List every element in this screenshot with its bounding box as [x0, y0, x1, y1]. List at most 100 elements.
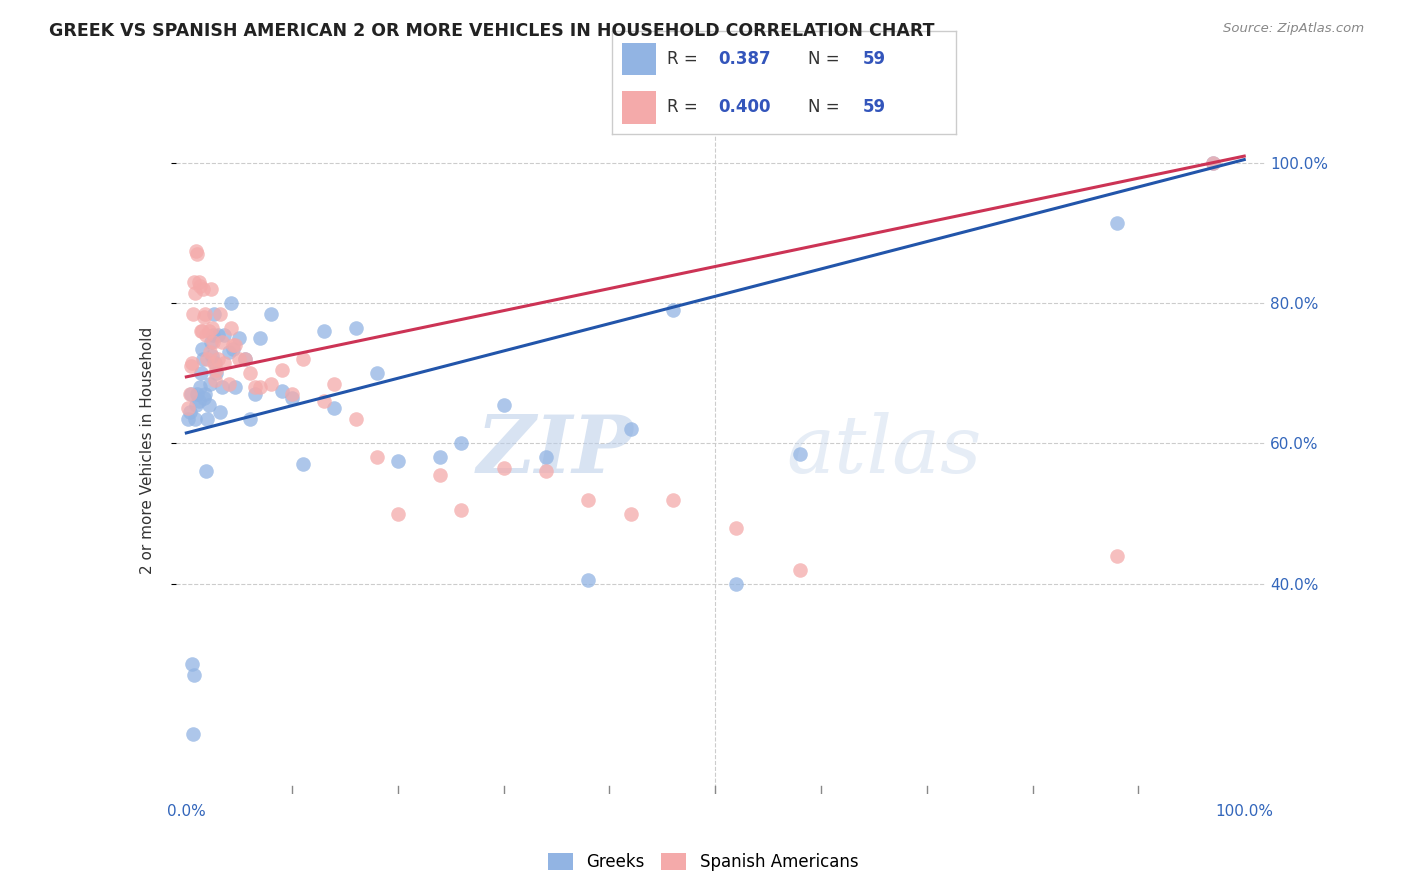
Point: [1201, 156, 1223, 170]
Point: [224, 380, 246, 394]
Point: [193, 282, 215, 296]
Point: [243, 387, 266, 401]
Point: [181, 727, 204, 741]
Point: [204, 356, 226, 370]
Point: [201, 349, 224, 363]
Point: [188, 394, 211, 409]
Point: [387, 454, 409, 468]
Point: [291, 458, 314, 472]
Text: R =: R =: [666, 98, 703, 116]
Point: [270, 363, 292, 377]
Bar: [621, 43, 657, 75]
Point: [179, 405, 201, 419]
Y-axis label: 2 or more Vehicles in Household: 2 or more Vehicles in Household: [141, 326, 155, 574]
Point: [184, 398, 207, 412]
Point: [197, 398, 219, 412]
Point: [534, 450, 557, 465]
Point: [186, 247, 208, 261]
Point: [662, 303, 685, 318]
Point: [725, 520, 748, 534]
Point: [177, 412, 200, 426]
Point: [197, 324, 219, 338]
Point: [201, 327, 224, 342]
Point: [188, 278, 211, 293]
Point: [492, 398, 515, 412]
Point: [193, 310, 215, 325]
Point: [239, 412, 262, 426]
Point: [323, 376, 346, 391]
Point: [789, 447, 811, 461]
Point: [260, 307, 283, 321]
Point: [180, 387, 202, 401]
Point: [214, 327, 236, 342]
Point: [429, 450, 451, 465]
Point: [205, 367, 228, 381]
Point: [191, 324, 214, 338]
Point: [228, 331, 250, 345]
Point: [1107, 216, 1129, 230]
Point: [204, 373, 226, 387]
Point: [576, 492, 599, 507]
Point: [180, 356, 202, 370]
Point: [183, 667, 205, 681]
Point: [228, 352, 250, 367]
Point: [201, 321, 224, 335]
Text: 59: 59: [863, 98, 886, 116]
Point: [249, 331, 271, 345]
Point: [183, 275, 205, 289]
Point: [218, 345, 240, 359]
Point: [191, 342, 214, 356]
Point: [219, 296, 242, 310]
Point: [198, 376, 221, 391]
Point: [180, 359, 202, 374]
Point: [312, 394, 335, 409]
Point: [207, 327, 229, 342]
Point: [181, 307, 204, 321]
Text: R =: R =: [666, 50, 703, 68]
Point: [209, 307, 232, 321]
Point: [190, 324, 212, 338]
Point: [620, 507, 643, 521]
Point: [260, 376, 283, 391]
Text: Source: ZipAtlas.com: Source: ZipAtlas.com: [1223, 22, 1364, 36]
Point: [211, 380, 233, 394]
Point: [387, 507, 409, 521]
Point: [211, 334, 233, 349]
Point: [197, 412, 219, 426]
Point: [205, 363, 228, 377]
Point: [180, 657, 202, 672]
Point: [291, 352, 314, 367]
Point: [534, 465, 557, 479]
Point: [184, 412, 207, 426]
Point: [200, 282, 222, 296]
Legend: Greeks, Spanish Americans: Greeks, Spanish Americans: [540, 845, 866, 880]
Point: [179, 387, 201, 401]
Point: [202, 307, 225, 321]
Point: [184, 244, 207, 258]
Point: [366, 450, 388, 465]
Bar: [621, 91, 657, 124]
Text: 0.400: 0.400: [718, 98, 770, 116]
Point: [492, 461, 515, 475]
Text: atlas: atlas: [786, 412, 981, 489]
Text: 0.387: 0.387: [718, 50, 770, 68]
Point: [789, 563, 811, 577]
Point: [323, 401, 346, 416]
Point: [233, 352, 256, 367]
Point: [193, 352, 215, 367]
Point: [219, 321, 242, 335]
Point: [177, 401, 200, 416]
Point: [222, 342, 245, 356]
Text: ZIP: ZIP: [477, 412, 633, 489]
Point: [249, 380, 271, 394]
Point: [281, 387, 304, 401]
Point: [214, 356, 236, 370]
Point: [198, 345, 221, 359]
Point: [197, 352, 219, 367]
Point: [194, 387, 217, 401]
Point: [1201, 156, 1223, 170]
Point: [218, 376, 240, 391]
Point: [344, 412, 367, 426]
Point: [312, 324, 335, 338]
Text: 59: 59: [863, 50, 886, 68]
